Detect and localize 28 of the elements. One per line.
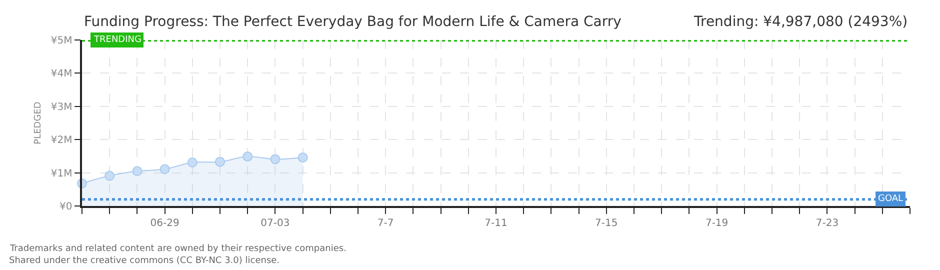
point	[160, 164, 170, 174]
point	[298, 152, 308, 163]
point	[104, 170, 115, 181]
y-tick-label: ¥4M	[50, 68, 72, 80]
y-tick-label: ¥2M	[50, 135, 72, 146]
point	[187, 158, 198, 168]
x-tick-label: 7-19	[705, 218, 728, 229]
x-tick-label: 7-15	[595, 218, 618, 229]
x-tick-label: 06-29	[150, 218, 180, 229]
y-tick-label: ¥1M	[50, 168, 72, 180]
y-tick-label: ¥5M	[50, 36, 72, 46]
y-axis-title: PLEDGED	[34, 102, 44, 144]
x-tick-label: 7-7	[377, 218, 394, 229]
text: Shared under the creative commons (CC BY-NC 3.0) license.	[9, 256, 280, 266]
point	[215, 156, 225, 167]
point	[242, 152, 253, 162]
y-tick-label: ¥3M	[50, 102, 72, 113]
ref-line-label: GOAL	[878, 194, 904, 204]
point	[132, 166, 142, 176]
x-tick-label: 7-11	[484, 218, 508, 229]
ref-line-label: TRENDING	[93, 35, 142, 45]
point	[270, 154, 280, 164]
y-tick-label: ¥0	[60, 202, 72, 212]
x-tick-label: 7-23	[816, 218, 839, 229]
chart-subtitle: Trending: ¥4,987,080 (2493%)	[693, 14, 908, 30]
chart-title: Funding Progress: The Perfect Everyday Bag for Modern Life & Camera Carry	[84, 14, 622, 30]
x-tick-label: 07-03	[260, 218, 290, 229]
text: Trademarks and related content are owned by their respective companies.	[9, 244, 346, 254]
